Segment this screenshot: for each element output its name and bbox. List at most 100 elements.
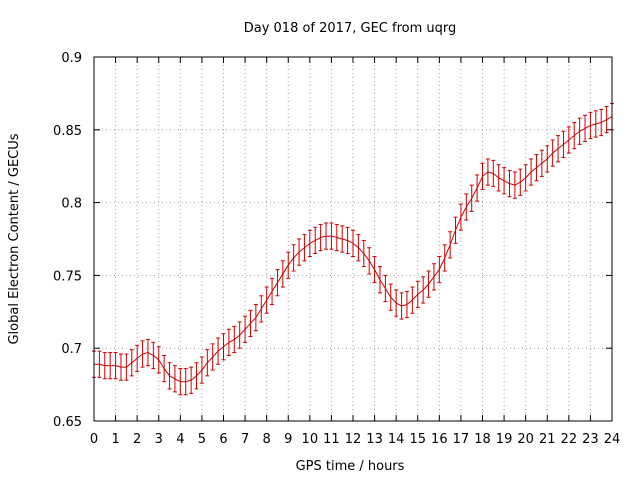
data-point: [264, 286, 269, 314]
data-point: [572, 122, 577, 150]
data-point: [512, 171, 517, 199]
data-point: [507, 170, 512, 198]
data-point: [124, 353, 129, 381]
data-point: [539, 149, 544, 177]
data-point: [464, 193, 469, 221]
data-point: [324, 222, 329, 250]
x-tick-label: 6: [219, 432, 227, 447]
data-point: [297, 238, 302, 266]
data-point: [529, 158, 534, 186]
y-tick-labels: 0.65 0.7 0.75 0.8 0.85 0.9: [53, 51, 82, 430]
data-point: [340, 225, 345, 253]
data-point: [280, 260, 285, 288]
data-point: [156, 346, 161, 374]
data-point: [431, 263, 436, 291]
x-tick-label: 4: [176, 432, 184, 447]
data-point: [102, 352, 107, 380]
data-point: [491, 159, 496, 188]
y-tick-label: 0.9: [61, 51, 82, 66]
x-tick-label: 7: [241, 432, 249, 447]
data-point: [145, 338, 150, 367]
data-point: [275, 269, 280, 297]
data-point: [113, 352, 118, 380]
x-tick-label: 16: [431, 432, 448, 447]
x-tick-label: 11: [323, 432, 340, 447]
x-tick-label: 18: [474, 432, 491, 447]
data-point: [475, 174, 480, 202]
data-point: [410, 286, 415, 314]
data-point: [221, 333, 226, 361]
data-point: [129, 349, 134, 377]
data-point: [361, 239, 366, 268]
data-point: [448, 231, 453, 259]
data-point: [97, 350, 102, 378]
data-point: [426, 270, 431, 298]
x-tick-labels: 0 1 2 3 4 5 6 7 8 9 10 11 12 13 14 15 16 17 18 19 20 21 22 23 24: [90, 432, 620, 447]
x-tick-label: 1: [111, 432, 119, 447]
data-point: [135, 344, 140, 372]
data-point: [469, 184, 474, 212]
data-point: [485, 158, 490, 186]
x-tick-label: 5: [198, 432, 206, 447]
data-point: [593, 110, 598, 138]
x-tick-label: 13: [366, 432, 383, 447]
data-point: [194, 362, 199, 390]
x-tick-label: 15: [409, 432, 426, 447]
data-point: [313, 226, 318, 255]
data-point: [259, 295, 264, 323]
data-point: [167, 362, 172, 390]
data-point: [377, 266, 382, 294]
data-point: [583, 114, 588, 142]
data-point: [345, 226, 350, 255]
x-tick-label: 3: [155, 432, 163, 447]
data-point: [243, 315, 248, 343]
data-point: [442, 244, 447, 272]
data-point: [383, 274, 388, 303]
data-point: [458, 203, 463, 231]
data-point: [232, 325, 237, 354]
chart-title: Day 018 of 2017, GEC from uqrg: [244, 21, 457, 36]
data-point: [437, 255, 442, 284]
data-point: [566, 126, 571, 154]
series-group: [92, 103, 614, 396]
data-point: [307, 229, 312, 257]
data-point: [183, 368, 188, 396]
data-point: [302, 234, 307, 262]
data-point: [372, 255, 377, 284]
data-point: [561, 130, 566, 158]
data-point: [118, 353, 123, 381]
data-point: [329, 222, 334, 250]
data-point: [140, 340, 145, 368]
x-tick-label: 23: [582, 432, 599, 447]
data-point: [162, 354, 167, 383]
x-tick-label: 10: [302, 432, 319, 447]
data-point: [270, 277, 275, 306]
data-point: [334, 223, 339, 252]
x-tick-label: 21: [539, 432, 556, 447]
data-point: [399, 292, 404, 320]
x-tick-label: 12: [345, 432, 362, 447]
data-point: [556, 135, 561, 163]
x-tick-label: 14: [388, 432, 405, 447]
plot-frame: [93, 56, 613, 422]
data-point: [534, 154, 539, 182]
data-point: [480, 162, 485, 190]
data-point: [226, 328, 231, 356]
data-point: [237, 321, 242, 349]
data-point: [356, 234, 361, 262]
x-tick-label: 0: [90, 432, 98, 447]
data-point: [404, 290, 409, 319]
data-point: [108, 352, 113, 380]
data-point: [588, 111, 593, 140]
data-point: [577, 117, 582, 145]
data-point: [502, 167, 507, 195]
data-point: [178, 368, 183, 396]
y-tick-label: 0.7: [61, 342, 82, 357]
x-tick-label: 24: [604, 432, 621, 447]
data-point: [421, 276, 426, 304]
x-tick-label: 17: [453, 432, 470, 447]
grid: [94, 57, 612, 421]
x-tick-label: 9: [284, 432, 292, 447]
